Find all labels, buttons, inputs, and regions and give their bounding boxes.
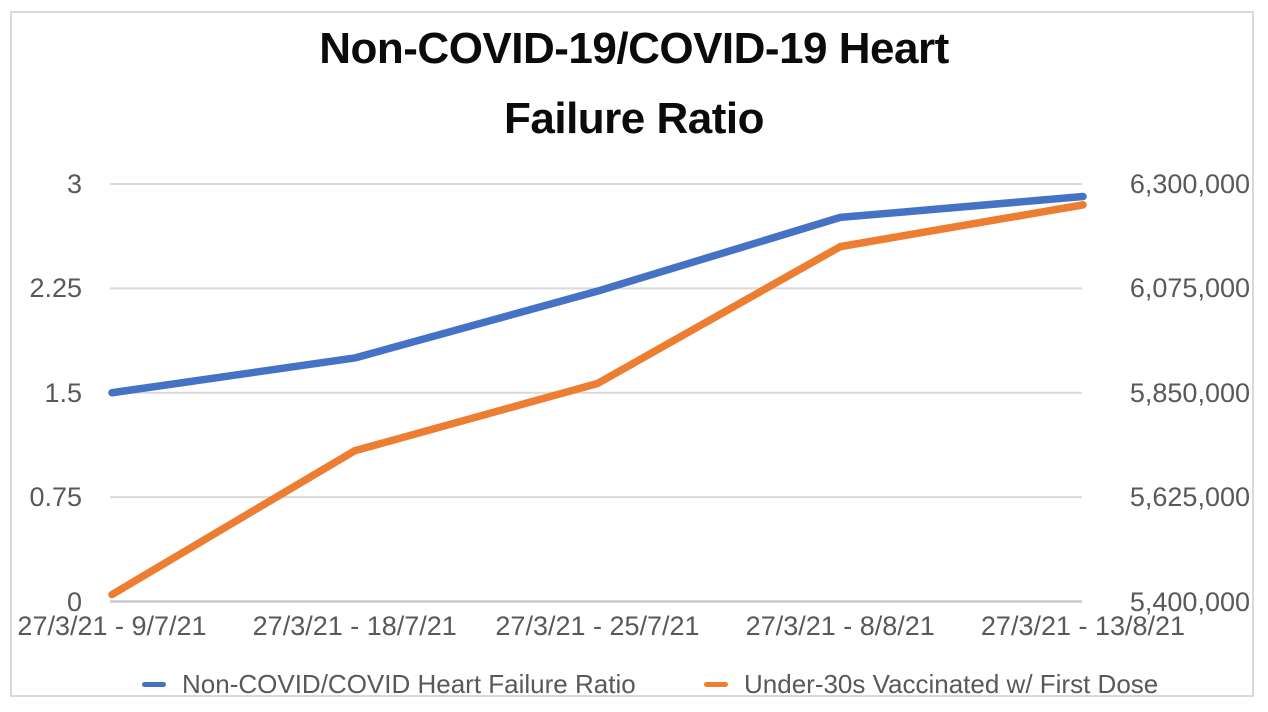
category-axis-label: 27/3/21 - 13/8/21 <box>980 611 1186 641</box>
left-axis-tick-label: 2.25 <box>29 273 82 304</box>
chart-title: Non-COVID-19/COVID-19 Heart Failure Rati… <box>0 14 1268 154</box>
legend-item-vaccinated-first-dose: Under-30s Vaccinated w/ First Dose <box>704 669 1158 700</box>
legend-label: Under-30s Vaccinated w/ First Dose <box>744 669 1159 699</box>
chart-title-line-2: Failure Ratio <box>504 94 765 143</box>
legend-item-heart-failure-ratio: Non-COVID/COVID Heart Failure Ratio <box>142 669 636 700</box>
legend-label: Non-COVID/COVID Heart Failure Ratio <box>182 669 636 699</box>
chart-title-line-1: Non-COVID-19/COVID-19 Heart <box>319 24 949 73</box>
legend-line-swatch-blue <box>142 682 166 687</box>
left-axis-tick-label: 1.5 <box>44 377 82 408</box>
series-line-ratio <box>108 192 1087 397</box>
right-axis-tick-label: 6,300,000 <box>1129 169 1250 199</box>
left-axis-tick-label: 0.75 <box>29 482 82 513</box>
chart-frame <box>10 11 1254 697</box>
right-axis-tick-label: 6,075,000 <box>1129 273 1250 304</box>
right-axis-tick-label: 5,625,000 <box>1129 482 1250 513</box>
category-axis-label: 27/3/21 - 8/8/21 <box>745 611 935 641</box>
category-axis-label: 27/3/21 - 18/7/21 <box>252 611 457 641</box>
legend-line-swatch-orange <box>704 682 728 687</box>
left-axis-tick-label: 0 <box>66 586 82 617</box>
category-axis-label: 27/3/21 - 9/7/21 <box>17 611 207 641</box>
right-axis-tick-label: 5,400,000 <box>1129 586 1250 617</box>
left-axis-tick-label: 3 <box>66 169 82 199</box>
series-line-vaccinated <box>108 201 1087 599</box>
right-axis-tick-label: 5,850,000 <box>1129 377 1250 408</box>
category-axis-label: 27/3/21 - 25/7/21 <box>495 611 700 641</box>
